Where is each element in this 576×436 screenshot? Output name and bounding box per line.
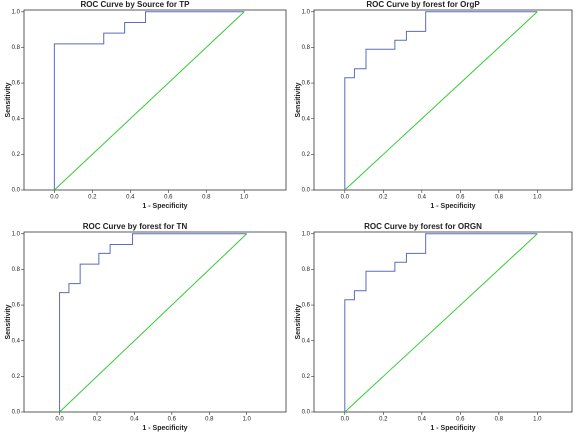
x-tick-label: 0.0 [341,417,350,423]
y-tick-label: 0.6 [302,303,311,309]
x-tick-label: 1.0 [240,195,249,201]
x-tick-label: 0.2 [379,417,388,423]
y-tick-label: 0.4 [12,116,21,122]
y-tick-label: 0.8 [12,45,21,51]
y-tick-label: 0.0 [302,188,311,194]
roc-line [344,233,538,412]
x-tick-label: 0.2 [93,417,102,423]
x-tick-label: 0.6 [164,195,173,201]
y-tick-label: 0.4 [302,338,311,344]
x-tick-label: 0.8 [205,417,214,423]
y-tick-label: 0.0 [12,410,21,416]
roc-line [344,233,538,413]
y-tick-label: 0.8 [302,45,311,51]
y-tick-label: 0.2 [12,152,21,158]
x-tick-label: 0.8 [495,195,504,201]
y-tick-label: 0.6 [12,303,21,309]
x-axis-label: 1 - Specificity [430,203,475,210]
y-tick-label: 0.2 [302,374,311,380]
chart-title: ROC Curve by forest for OrgP [366,0,480,9]
x-axis-label: 1 - Specificity [430,425,475,432]
x-tick-label: 0.4 [418,417,427,423]
y-tick-label: 0.8 [302,267,311,273]
x-tick-label: 0.0 [50,195,59,201]
y-tick-label: 0.0 [302,410,311,416]
y-tick-label: 1.0 [302,231,311,237]
roc-line [59,233,247,412]
roc-line [53,11,245,190]
chart-title: ROC Curve by forest for ORGN [364,222,482,231]
y-tick-label: 1.0 [12,9,21,15]
y-tick-label: 0.2 [12,374,21,380]
x-tick-label: 0.8 [202,195,211,201]
plot-frame [23,9,287,191]
x-axis-label: 1 - Specificity [142,425,187,432]
plot-frame [313,9,573,191]
roc-line [59,233,248,413]
y-tick-label: 1.0 [302,9,311,15]
x-tick-label: 0.6 [456,195,465,201]
x-tick-label: 0.6 [456,417,465,423]
x-tick-label: 0.0 [341,195,350,201]
x-tick-label: 0.4 [130,417,139,423]
x-tick-label: 1.0 [533,195,542,201]
x-tick-label: 0.2 [88,195,97,201]
y-axis-label: Sensitivity [5,82,12,117]
x-axis-label: 1 - Specificity [142,203,187,210]
x-tick-label: 0.4 [418,195,427,201]
plot-frame [23,231,287,413]
y-tick-label: 0.4 [302,116,311,122]
x-tick-label: 1.0 [533,417,542,423]
y-tick-label: 0.8 [12,267,21,273]
x-tick-label: 0.0 [55,417,64,423]
x-tick-label: 0.2 [379,195,388,201]
x-tick-label: 0.6 [168,417,177,423]
y-tick-label: 1.0 [12,231,21,237]
roc-line [54,11,245,191]
plot-frame [313,231,573,413]
y-axis-label: Sensitivity [295,304,302,339]
y-axis-label: Sensitivity [295,82,302,117]
y-axis-label: Sensitivity [5,304,12,339]
x-tick-label: 0.8 [495,417,504,423]
y-tick-label: 0.4 [12,338,21,344]
y-tick-label: 0.6 [12,81,21,87]
roc-line [344,11,538,191]
x-tick-label: 1.0 [243,417,252,423]
x-tick-label: 0.4 [126,195,135,201]
chart-title: ROC Curve by Source for TP [81,0,191,9]
y-tick-label: 0.6 [302,81,311,87]
chart-title: ROC Curve by forest for TN [83,222,188,231]
y-tick-label: 0.2 [302,152,311,158]
y-tick-label: 0.0 [12,188,21,194]
roc-line [344,11,538,190]
